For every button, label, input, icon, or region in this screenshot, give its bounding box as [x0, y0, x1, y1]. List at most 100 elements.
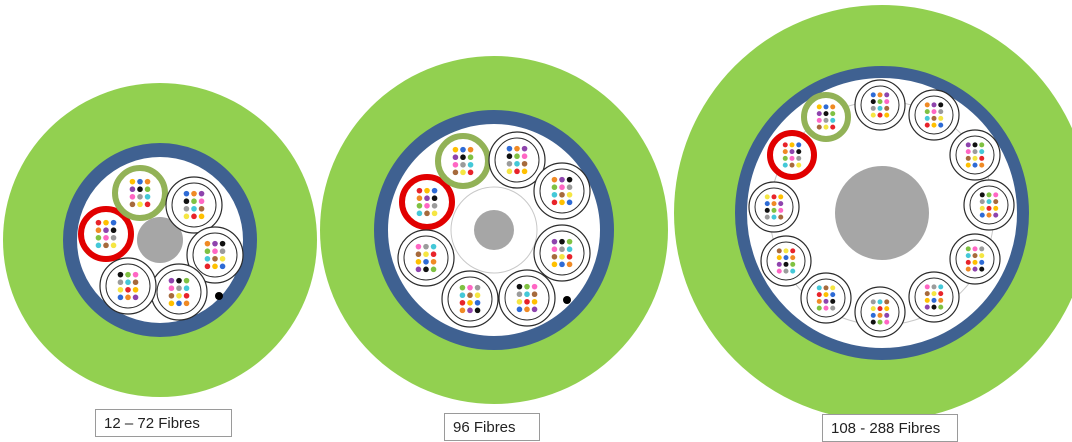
fibre-dot	[219, 263, 226, 270]
fibre-dot	[790, 261, 796, 267]
fibre-dot	[110, 234, 117, 241]
fibre-dot	[931, 122, 937, 128]
fibre-dot	[467, 169, 474, 176]
fibre-dot	[993, 212, 999, 218]
fibre-dot	[776, 255, 782, 261]
fibre-dot	[103, 234, 109, 241]
fibre-dot	[965, 155, 971, 161]
fibre-dot	[551, 246, 558, 253]
fibre-dot	[783, 255, 789, 261]
fibre-dot	[452, 146, 459, 153]
fibre-dot	[796, 162, 802, 168]
fibre-dot	[415, 251, 422, 258]
fibre-dot	[884, 312, 890, 318]
fibre-dot	[782, 149, 788, 155]
fibre-dot	[559, 261, 565, 268]
fibre-dot	[938, 304, 944, 310]
fibre-dot	[125, 286, 131, 293]
fibre-dot	[972, 155, 978, 161]
cable-label-medium: 96 Fibres	[444, 413, 540, 441]
fibre-dot	[924, 304, 930, 310]
tube-inner-ring	[447, 276, 493, 322]
fibre-dot	[459, 307, 466, 314]
fibre-dot	[830, 124, 836, 130]
fibre-dot	[467, 284, 473, 291]
fibre-dot	[129, 186, 136, 193]
fibre-dot	[467, 292, 473, 299]
fibre-dot	[168, 300, 175, 307]
fibre-dot	[531, 283, 538, 290]
fibre-dot	[778, 201, 784, 207]
fibre-dot	[183, 198, 190, 205]
tube-pitch-circle	[450, 186, 538, 274]
fibre-dot	[776, 268, 782, 274]
fibre-dot	[125, 271, 131, 278]
fibre-dot	[452, 161, 459, 168]
fibre-dot	[877, 99, 883, 105]
fibre-dot	[460, 169, 466, 176]
fibre-dot	[559, 191, 565, 198]
fibre-dot	[191, 213, 197, 220]
fibre-dot	[416, 210, 423, 217]
fibre-dot	[474, 292, 481, 299]
fibre-tube	[78, 206, 134, 262]
fibre-dot	[783, 261, 789, 267]
fibre-dot	[431, 187, 438, 194]
fibre-dot	[416, 202, 423, 209]
fibre-dot	[183, 292, 190, 299]
fibre-dot	[176, 277, 182, 284]
fibre-dot	[137, 201, 143, 208]
fibre-dot	[103, 227, 109, 234]
fibre-dot	[782, 142, 788, 148]
tube-highlight-green	[801, 92, 851, 142]
fibre-dot	[938, 122, 944, 128]
fibre-dot	[823, 117, 829, 123]
fibre-dot	[551, 184, 558, 191]
fibre-dot	[559, 246, 565, 253]
fibre-dot	[830, 104, 836, 110]
fibre-dot	[782, 155, 788, 161]
fibre-dot	[198, 190, 205, 197]
fibre-dot	[524, 306, 530, 313]
fibre-dot	[870, 319, 876, 325]
fibre-dot	[823, 298, 829, 304]
fibre-dot	[415, 258, 422, 265]
tube-inner-ring	[955, 135, 995, 175]
fibre-dot	[531, 291, 538, 298]
tube-inner-ring	[754, 187, 794, 227]
fibre-tube	[854, 286, 906, 338]
fibre-dot	[176, 300, 182, 307]
fibre-dot	[979, 142, 985, 148]
fibre-dot	[117, 279, 124, 286]
fibre-dot	[884, 112, 890, 118]
fibre-dot	[524, 298, 530, 305]
central-strength-member	[137, 217, 183, 263]
fibre-tube	[963, 179, 1015, 231]
fibre-dot	[823, 124, 829, 130]
fibre-dot	[816, 117, 822, 123]
fibre-dot	[931, 102, 937, 108]
tube-inner-ring	[969, 185, 1009, 225]
fibre-tube	[949, 233, 1001, 285]
fibre-dot	[965, 162, 971, 168]
fibre-dot	[423, 251, 429, 258]
fibre-dot	[790, 255, 796, 261]
fibre-tube	[533, 224, 591, 282]
fibre-dot	[816, 104, 822, 110]
fibre-dot	[566, 253, 573, 260]
fibre-dot	[979, 162, 985, 168]
fibre-dot	[424, 195, 430, 202]
fibre-tube	[112, 165, 168, 221]
fibre-tube	[760, 235, 812, 287]
fibre-dot	[132, 279, 139, 286]
fibre-dot	[782, 162, 788, 168]
fibre-dot	[95, 242, 102, 249]
fibre-tube	[488, 131, 546, 189]
fibre-dot	[117, 286, 124, 293]
fibre-dot	[877, 112, 883, 118]
fibre-dot	[979, 246, 985, 252]
fibre-dot	[796, 155, 802, 161]
fibre-dot	[816, 305, 822, 311]
cable-label-small: 12 – 72 Fibres	[95, 409, 232, 437]
tube-highlight-red	[399, 174, 455, 230]
